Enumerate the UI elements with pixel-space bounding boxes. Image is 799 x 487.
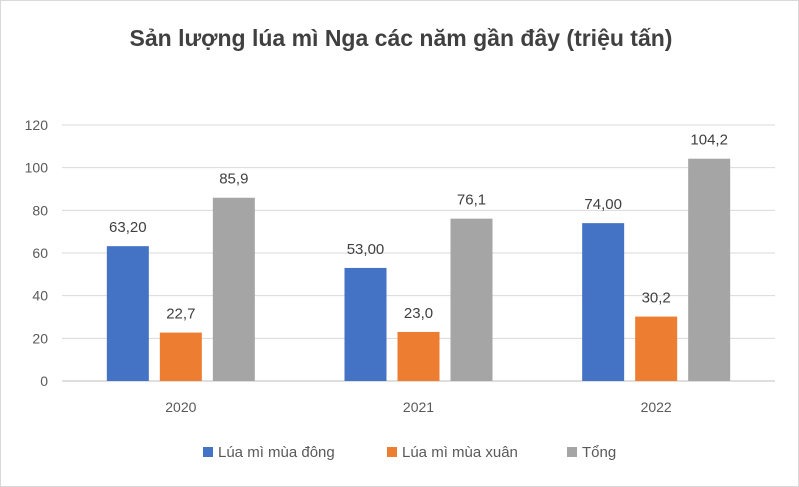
y-tick-40: 40 — [32, 288, 48, 304]
data-label-2020-2: 22,7 — [166, 306, 195, 323]
y-tick-0: 0 — [40, 373, 48, 389]
y-tick-80: 80 — [32, 202, 48, 218]
y-tick-120: 120 — [25, 117, 49, 133]
x-tick-2021: 2021 — [403, 399, 434, 415]
data-label-2021-2: 23,0 — [404, 305, 433, 322]
y-tick-60: 60 — [32, 245, 48, 261]
data-label-2022-1: 74,00 — [584, 196, 622, 213]
bar-2021-1 — [344, 267, 387, 381]
data-label-2021-3: 76,1 — [457, 192, 486, 209]
legend-swatch-1 — [203, 447, 213, 457]
x-tick-2020: 2020 — [165, 399, 196, 415]
bar-2022-3 — [688, 158, 731, 381]
y-tick-20: 20 — [32, 330, 48, 346]
bar-2021-2 — [397, 331, 440, 381]
data-label-2021-1: 53,00 — [347, 241, 385, 258]
legend-label-2: Lúa mì mùa xuân — [402, 444, 518, 461]
legend-label-3: Tổng — [582, 444, 616, 461]
data-label-2020-1: 63,20 — [109, 219, 147, 236]
chart-title: Sản lượng lúa mì Nga các năm gần đây (tr… — [129, 25, 673, 51]
bar-2022-2 — [635, 316, 678, 381]
legend-swatch-3 — [567, 447, 577, 457]
bar-2020-1 — [106, 246, 149, 381]
y-tick-100: 100 — [25, 160, 49, 176]
data-label-2022-3: 104,2 — [690, 132, 728, 149]
x-tick-2022: 2022 — [641, 399, 672, 415]
data-label-2020-3: 85,9 — [219, 171, 248, 188]
bar-2020-2 — [159, 332, 202, 381]
bar-2022-1 — [582, 223, 625, 381]
bar-2020-3 — [212, 197, 255, 381]
data-label-2022-2: 30,2 — [642, 290, 671, 307]
legend-label-1: Lúa mì mùa đông — [218, 444, 335, 461]
legend-swatch-2 — [387, 447, 397, 457]
bar-2021-3 — [450, 218, 493, 381]
